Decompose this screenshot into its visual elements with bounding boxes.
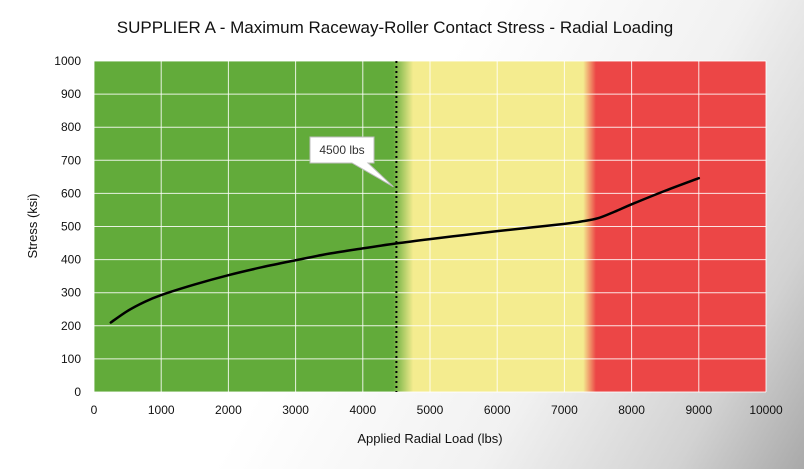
series-line-0 [109, 176, 701, 324]
y-tick-label: 400 [61, 253, 81, 267]
callout-label: 4500 lbs [319, 143, 364, 157]
series-group [109, 176, 701, 324]
x-tick-label: 1000 [148, 403, 175, 417]
x-axis-label: Applied Radial Load (lbs) [357, 431, 502, 446]
y-axis-label: Stress (ksi) [25, 194, 40, 259]
x-tick-label: 8000 [618, 403, 645, 417]
y-tick-labels: 0 100 200 300 400 500 600 700 800 900 1000 [54, 54, 81, 399]
x-tick-labels: 0 1000 2000 3000 4000 5000 6000 7000 8000 9000 100… [91, 403, 783, 417]
x-tick-label: 2000 [215, 403, 242, 417]
y-tick-label: 1000 [54, 54, 81, 68]
x-tick-label: 4000 [349, 403, 376, 417]
y-tick-label: 900 [61, 87, 81, 101]
y-tick-label: 800 [61, 120, 81, 134]
x-tick-label: 7000 [551, 403, 578, 417]
y-tick-label: 200 [61, 319, 81, 333]
x-tick-label: 3000 [282, 403, 309, 417]
x-tick-label: 10000 [749, 403, 783, 417]
x-tick-label: 0 [91, 403, 98, 417]
callout-box [309, 136, 394, 188]
y-tick-label: 700 [61, 153, 81, 167]
y-tick-label: 100 [61, 352, 81, 366]
x-tick-label: 9000 [685, 403, 712, 417]
x-tick-label: 5000 [417, 403, 444, 417]
x-tick-label: 6000 [484, 403, 511, 417]
y-tick-label: 600 [61, 186, 81, 200]
y-tick-label: 300 [61, 286, 81, 300]
y-tick-label: 500 [61, 220, 81, 234]
grid-lines [93, 60, 767, 393]
chart-title: SUPPLIER A - Maximum Raceway-Roller Cont… [117, 18, 674, 37]
reference-line-group: 4500 lbs [309, 61, 398, 392]
y-tick-label: 0 [74, 385, 81, 399]
